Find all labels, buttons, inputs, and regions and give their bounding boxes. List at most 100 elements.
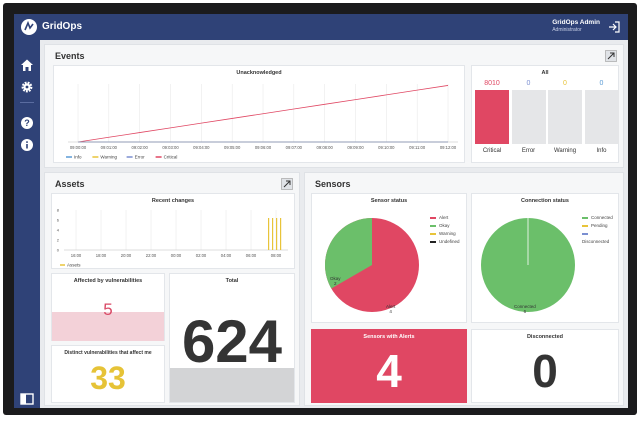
all-events-card: All 8010 Critical 0 Error 0 Warning 0 Info xyxy=(471,65,619,163)
vulnerabilities-title: Affected by vulnerabilities xyxy=(73,278,143,284)
screen: GridOps GridOps Admin Administrator ? xyxy=(14,14,628,408)
svg-text:?: ? xyxy=(24,118,30,128)
vulnerabilities-fill xyxy=(52,312,164,341)
bar-warning[interactable] xyxy=(548,90,582,144)
sensors-title: Sensors xyxy=(315,179,351,189)
legend-label: Error xyxy=(135,155,146,160)
bar-error[interactable] xyxy=(511,90,546,144)
connection-status-card: Connection status Connected 6 Connected P… xyxy=(471,193,619,323)
distinct-vulnerabilities-value: 33 xyxy=(90,360,126,396)
x-tick-label: 06:00 xyxy=(246,253,257,258)
bar-critical[interactable] xyxy=(475,90,509,144)
unacknowledged-chart: 09:00:00 09:01:00 09:02:00 09:03:00 09:04:00… xyxy=(66,84,458,160)
x-tick-label: 09:00:00 xyxy=(70,145,87,150)
sensors-with-alerts-title: Sensors with Alerts xyxy=(363,334,415,340)
x-tick-label: 09:07:00 xyxy=(286,145,303,150)
expand-icon[interactable] xyxy=(281,178,293,190)
distinct-vulnerabilities-title: Distinct vulnerabilities that affect me xyxy=(64,350,152,356)
sensors-with-alerts-value: 4 xyxy=(376,345,402,397)
bar-value: 0 xyxy=(599,80,604,87)
x-tick-label: 18:00 xyxy=(96,253,107,258)
assets-bar xyxy=(268,218,270,250)
y-tick-label: 8 xyxy=(57,208,60,213)
sensors-panel: Sensors Sensor status Okay 2 Alert 4 Alert… xyxy=(304,172,624,406)
x-tick-label: 09:11:00 xyxy=(409,145,426,150)
recent-changes-chart: 8 6 4 2 0 16:00 18:00 20:00 22:00 00:00 02:00 04:00… xyxy=(57,208,288,268)
all-events-title: All xyxy=(541,70,549,76)
y-tick-label: 2 xyxy=(57,238,60,243)
user-name: GridOps Admin xyxy=(552,19,600,26)
user-role: Administrator xyxy=(552,27,582,33)
vulnerabilities-value: 5 xyxy=(103,300,113,319)
vulnerabilities-card[interactable]: Affected by vulnerabilities 5 xyxy=(51,273,165,341)
x-tick-label: 20:00 xyxy=(121,253,132,258)
x-tick-label: 04:00 xyxy=(221,253,232,258)
recent-changes-card: Recent changes 8 6 4 2 0 16:00 18:00 20:00 22:00… xyxy=(51,193,295,269)
events-panel: Events Unacknowledged 09:00:00 09:01:00 09… xyxy=(44,44,624,168)
monitor-frame: GridOps GridOps Admin Administrator ? xyxy=(3,3,637,415)
total-assets-fill xyxy=(170,368,294,402)
connection-status-legend: Connected Pending Disconnected xyxy=(582,215,613,244)
x-tick-label: 09:09:00 xyxy=(347,145,364,150)
total-assets-card[interactable]: Total 624 xyxy=(169,273,295,403)
assets-bar xyxy=(280,218,282,250)
x-tick-label: 09:08:00 xyxy=(317,145,334,150)
y-tick-label: 4 xyxy=(57,228,60,233)
bar-value: 0 xyxy=(563,80,567,87)
legend-label: Warning xyxy=(100,155,117,160)
y-tick-label: 6 xyxy=(57,218,60,223)
x-tick-label: 09:04:00 xyxy=(193,145,210,150)
logout-icon[interactable] xyxy=(608,21,620,33)
sensor-status-legend: Alert Okay Warning Undefined xyxy=(430,214,460,246)
x-tick-label: 09:05:00 xyxy=(224,145,241,150)
x-tick-label: 22:00 xyxy=(146,253,157,258)
recent-changes-title: Recent changes xyxy=(151,198,195,204)
distinct-vulnerabilities-card[interactable]: Distinct vulnerabilities that affect me … xyxy=(51,345,165,403)
connection-status-title: Connection status xyxy=(521,198,569,204)
assets-bar xyxy=(272,218,274,250)
legend-label: Critical xyxy=(164,155,178,160)
bar-info[interactable] xyxy=(584,90,619,144)
pie-label-okay: Okay 2 xyxy=(330,276,341,286)
sensors-with-alerts-card[interactable]: Sensors with Alerts 4 xyxy=(311,329,467,403)
bar-label: Error xyxy=(521,148,536,154)
connection-status-pie xyxy=(481,218,575,312)
x-tick-label: 09:02:00 xyxy=(132,145,149,150)
legend-label: Assets xyxy=(67,263,81,268)
sidebar-divider xyxy=(20,102,34,103)
app-name: GridOps xyxy=(42,21,83,32)
x-tick-label: 09:10:00 xyxy=(378,145,395,150)
x-tick-label: 02:00 xyxy=(196,253,207,258)
pie-label-alert: Alert 4 xyxy=(386,304,396,314)
x-tick-label: 09:12:00 xyxy=(440,145,457,150)
assets-title: Assets xyxy=(55,179,85,189)
bar-label: Warning xyxy=(553,148,577,154)
gear-icon[interactable] xyxy=(20,80,34,94)
pie-slice-okay[interactable] xyxy=(325,218,372,289)
expand-icon[interactable] xyxy=(605,50,617,62)
help-icon[interactable]: ? xyxy=(20,116,34,130)
logo-icon xyxy=(21,19,37,35)
x-tick-label: 09:06:00 xyxy=(255,145,272,150)
y-tick-label: 0 xyxy=(57,248,60,253)
x-tick-label: 09:01:00 xyxy=(101,145,118,150)
x-tick-label: 16:00 xyxy=(71,253,82,258)
bar-value: 8010 xyxy=(484,80,500,87)
collapse-icon[interactable] xyxy=(20,392,34,406)
series-line-critical xyxy=(77,85,449,143)
disconnected-card[interactable]: Disconnected 0 xyxy=(471,329,619,403)
home-icon[interactable] xyxy=(20,58,34,72)
bar-value: 0 xyxy=(526,80,531,87)
x-tick-label: 09:03:00 xyxy=(162,145,179,150)
sensor-status-pie xyxy=(325,218,419,312)
user-info[interactable]: GridOps Admin Administrator xyxy=(552,19,600,33)
total-assets-title: Total xyxy=(225,278,239,284)
sensor-status-card: Sensor status Okay 2 Alert 4 Alert Okay Wa… xyxy=(311,193,467,323)
assets-panel: Assets Recent changes 8 6 4 2 0 16:00 18:00 20:… xyxy=(44,172,300,406)
events-title: Events xyxy=(55,51,85,61)
sidebar: ? xyxy=(14,40,40,408)
bar-label: Critical xyxy=(482,148,502,154)
unacknowledged-title: Unacknowledged xyxy=(236,70,282,76)
info-icon[interactable] xyxy=(20,138,34,152)
assets-bar xyxy=(276,218,278,250)
